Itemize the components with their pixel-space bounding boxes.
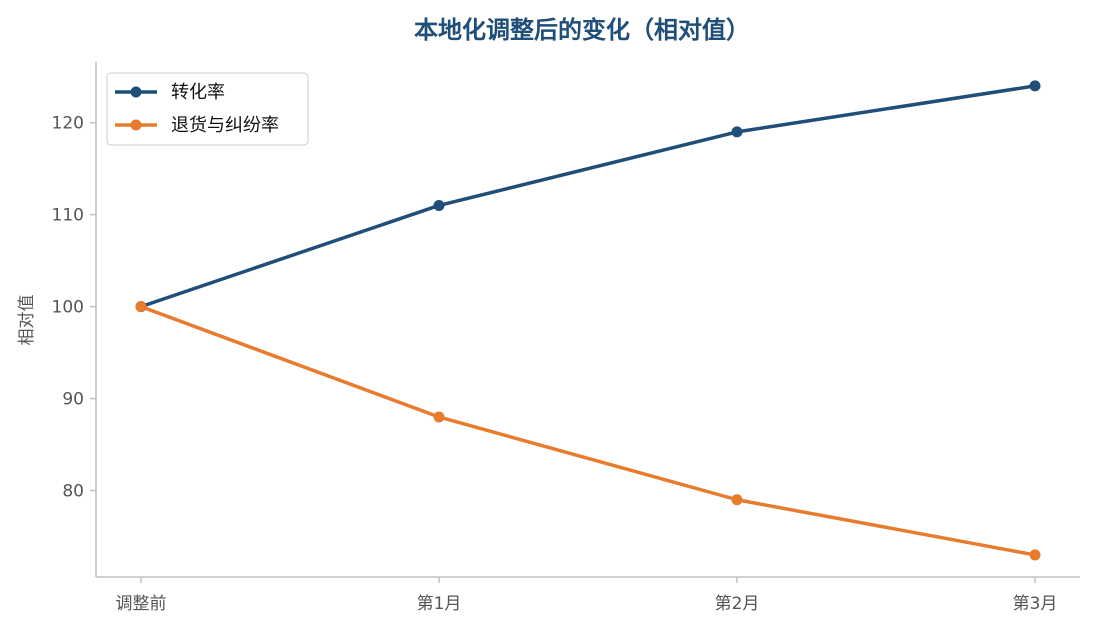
legend-label: 退货与纠纷率: [171, 115, 279, 136]
y-tick-label: 100: [52, 298, 84, 318]
data-point: [135, 301, 147, 313]
data-point: [731, 126, 743, 138]
data-point: [433, 199, 445, 211]
legend-item: 转化率: [115, 82, 225, 103]
series-layer: [135, 80, 1041, 561]
y-axis-label: 相对值: [17, 295, 37, 346]
x-tick-label: 第3月: [1013, 594, 1058, 614]
data-point: [1029, 80, 1041, 92]
series-line: [139, 84, 1037, 309]
series-line: [139, 304, 1037, 557]
x-tick-label: 调整前: [116, 594, 167, 614]
chart-title: 本地化调整后的变化（相对值）: [414, 16, 750, 44]
data-point: [433, 411, 445, 423]
legend-swatch-marker: [130, 119, 142, 131]
legend-item: 退货与纠纷率: [115, 115, 279, 136]
x-tick-label: 第2月: [715, 594, 760, 614]
legend-label: 转化率: [171, 82, 225, 103]
data-point: [1029, 549, 1041, 561]
y-tick-label: 110: [52, 206, 84, 226]
x-tick-label: 第1月: [417, 594, 462, 614]
y-tick-label: 90: [62, 390, 84, 410]
legend-box: [106, 72, 309, 146]
series-1: [135, 301, 1041, 561]
series-0: [135, 80, 1041, 313]
axes: 80 90 100 110 120 调整前 第1月 第2月 第3月: [52, 62, 1080, 614]
legend-swatch-marker: [130, 86, 142, 98]
y-tick-label: 80: [62, 482, 84, 502]
data-point: [731, 494, 743, 506]
y-tick-label: 120: [52, 114, 84, 134]
